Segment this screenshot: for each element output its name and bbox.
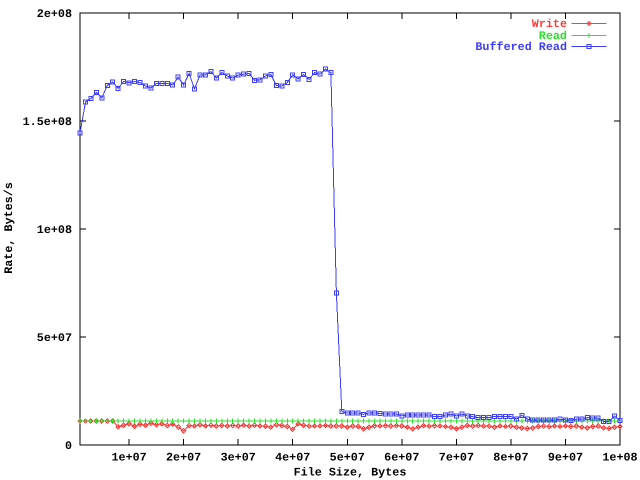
svg-text:1e+07: 1e+07 <box>112 452 147 465</box>
svg-text:Write: Write <box>532 18 567 31</box>
svg-text:Buffered Read: Buffered Read <box>475 41 567 54</box>
svg-text:1.5e+08: 1.5e+08 <box>23 116 72 129</box>
svg-text:Read: Read <box>539 30 567 43</box>
svg-text:2e+08: 2e+08 <box>37 8 72 21</box>
svg-text:File Size, Bytes: File Size, Bytes <box>294 467 407 480</box>
svg-text:Rate, Bytes/s: Rate, Bytes/s <box>3 182 16 274</box>
svg-text:8e+07: 8e+07 <box>493 452 528 465</box>
svg-text:2e+07: 2e+07 <box>166 452 201 465</box>
svg-text:4e+07: 4e+07 <box>275 452 310 465</box>
svg-text:7e+07: 7e+07 <box>439 452 474 465</box>
svg-text:5e+07: 5e+07 <box>37 332 72 345</box>
svg-text:9e+07: 9e+07 <box>548 452 583 465</box>
svg-text:6e+07: 6e+07 <box>384 452 419 465</box>
svg-text:1e+08: 1e+08 <box>602 452 637 465</box>
svg-text:1e+08: 1e+08 <box>37 224 72 237</box>
svg-text:5e+07: 5e+07 <box>330 452 365 465</box>
svg-text:0: 0 <box>65 440 72 453</box>
svg-text:3e+07: 3e+07 <box>221 452 256 465</box>
